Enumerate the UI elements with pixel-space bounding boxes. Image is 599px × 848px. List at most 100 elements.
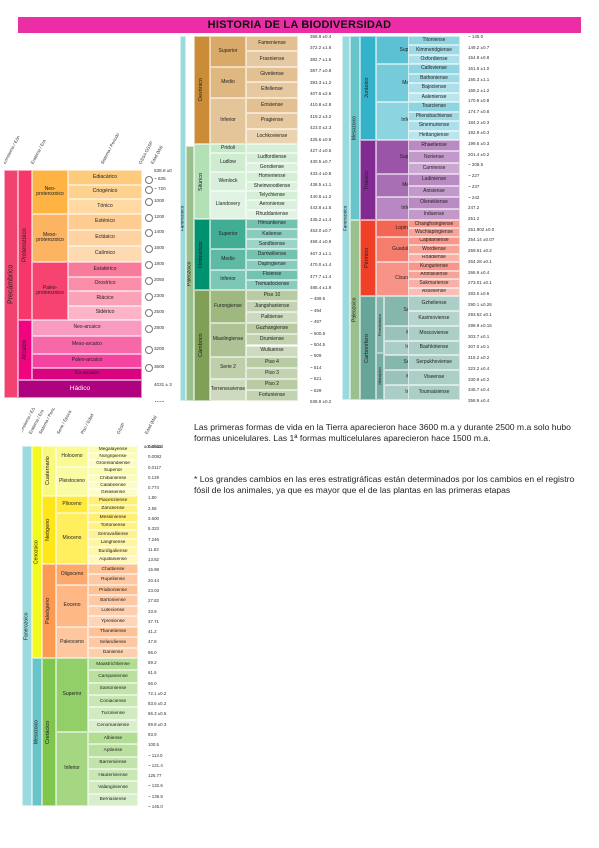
stage-4: Chibaniense bbox=[88, 474, 138, 482]
age-3: 161.5 ±1.0 bbox=[468, 66, 490, 72]
era-mesozoico-label: Mesozoico bbox=[351, 116, 358, 140]
era-paleozoico: Paleozoico bbox=[186, 146, 194, 401]
era-mesozoico: Mesozoico bbox=[32, 658, 42, 806]
age-17: 251.2 bbox=[468, 216, 480, 221]
age-20: 259.51 ±0.2 bbox=[468, 248, 492, 254]
age-17: 37.71 bbox=[148, 618, 159, 624]
stage-15: Chattiense bbox=[88, 564, 138, 575]
stage-29: Moscoviense bbox=[408, 325, 460, 341]
stage-11: Sheinwoodiense bbox=[246, 181, 298, 191]
age-15: 443.8 ±1.5 bbox=[310, 205, 332, 211]
stage-2: Oxfordiense bbox=[408, 54, 460, 65]
stage-10: Tortoniense bbox=[88, 521, 138, 530]
stage-32: Viseense bbox=[408, 370, 460, 386]
age-0: 0.0042 bbox=[148, 444, 162, 449]
stage-21: Tremadociense bbox=[246, 279, 298, 290]
age-10: 427.4 ±0.5 bbox=[310, 148, 332, 154]
stage-21: Wordiense bbox=[408, 245, 460, 254]
age-14: ~ 237 bbox=[468, 183, 480, 189]
stage-23: Jiangshaniense bbox=[246, 301, 298, 313]
age-1: ~ 635 bbox=[154, 175, 166, 181]
age-2: ~ 720 bbox=[154, 185, 166, 191]
period-0-label: Devónico bbox=[198, 78, 205, 102]
stage-29: Cenomaniense bbox=[88, 719, 138, 732]
note-stratigraphic-changes: * Los grandes cambios en las eres estrat… bbox=[194, 474, 575, 496]
period-0: Jurásico bbox=[360, 36, 376, 140]
period-2-label: Paleógeno bbox=[45, 597, 52, 625]
age-0: 538.8 ±0.2 bbox=[154, 168, 172, 173]
period-2-label: Pérmico bbox=[364, 247, 371, 269]
age-11: 430.5 ±0.7 bbox=[310, 159, 332, 165]
precambrian-chart: Eonotema / Eón Eratema / Era Sistema / Per… bbox=[4, 96, 172, 402]
stage-26: Santoniense bbox=[88, 682, 138, 695]
gssp-icon bbox=[145, 185, 153, 194]
age-21: 477.7 ±1.4 bbox=[310, 273, 332, 279]
age-23: 273.01 ±0.1 bbox=[468, 280, 492, 286]
stage-2: Groenlandiense bbox=[88, 460, 138, 468]
eon-precambrico: Precámbrico bbox=[4, 170, 18, 398]
age-10: 2500 bbox=[154, 308, 165, 314]
epoch-1-1: Mioceno bbox=[56, 513, 88, 564]
period-3-label: Carbonífero bbox=[364, 333, 371, 363]
stage-27: Wuliuense bbox=[246, 345, 298, 357]
age-21: 264.28 ±0.1 bbox=[468, 258, 492, 264]
age-29: 307.0 ±0.1 bbox=[468, 344, 490, 350]
stage-18: Changhsingiense bbox=[408, 220, 460, 229]
stage-11: Rhaetiense bbox=[408, 140, 460, 152]
age-13: ~ 227 bbox=[468, 173, 480, 179]
stage-7 bbox=[246, 144, 298, 154]
gssp-icon bbox=[145, 324, 153, 333]
header-2: Sistema / Periodo bbox=[99, 132, 121, 165]
stage-25: Sakmariense bbox=[408, 279, 460, 288]
age-14: 440.8 ±1.2 bbox=[310, 193, 332, 199]
age-12: ~ 208.5 bbox=[468, 162, 484, 168]
age-27: 89.8 ±0.3 bbox=[148, 721, 167, 727]
age-0: 358.9 ±0.4 bbox=[310, 34, 332, 39]
age-31: ~ 529 bbox=[310, 387, 322, 393]
period-1: Silúrico bbox=[194, 144, 210, 219]
age-16: 445.2 ±1.4 bbox=[310, 216, 332, 222]
stage-17: Priaboniense bbox=[88, 584, 138, 596]
header-6: Edad (Ma) bbox=[143, 414, 158, 435]
age-17: 453.0 ±0.7 bbox=[310, 227, 332, 233]
age-14: 4031 ± 3 bbox=[154, 382, 172, 388]
stage-27: Coniaciense bbox=[88, 695, 138, 708]
stage-7: Piacenziense bbox=[88, 496, 138, 505]
stage-19: Dapingiense bbox=[246, 259, 298, 270]
era-1: Meso-proterozoico bbox=[32, 214, 68, 262]
age-31: ~ 121.4 bbox=[148, 762, 163, 768]
age-14: 23.03 bbox=[148, 588, 159, 593]
epoch-1-2: Wenlock bbox=[210, 172, 246, 191]
period-2-label: Ordovícico bbox=[198, 241, 205, 268]
period-0-2: Tónico bbox=[68, 199, 142, 214]
era-mesozoico: Mesozoico bbox=[350, 36, 360, 220]
note-first-life: Las primeras formas de vida en la Tierra… bbox=[194, 422, 571, 444]
epoch-2-0: Oligoceno bbox=[56, 564, 88, 585]
period-0: Devónico bbox=[194, 36, 210, 144]
age-25: 290.1 ±0.26 bbox=[468, 301, 492, 307]
age-20: 470.0 ±1.4 bbox=[310, 262, 332, 268]
stage-0: Titoniense bbox=[408, 36, 460, 46]
epoch-2-2: Paleoceno bbox=[56, 626, 88, 658]
age-9: 2300 bbox=[154, 292, 165, 298]
header-4: Piso / Edad bbox=[79, 412, 95, 435]
stage-3: Calloviense bbox=[408, 64, 460, 74]
stage-31: Fortuniense bbox=[246, 389, 298, 401]
age-3: 387.7 ±0.8 bbox=[310, 68, 332, 74]
period-1-label: Neógeno bbox=[45, 518, 52, 542]
stage-15: Hirnantiense bbox=[246, 219, 298, 230]
stage-6: Aaleniense bbox=[408, 92, 460, 103]
header-1: Eratema / Era bbox=[29, 138, 47, 165]
age-4: 165.3 ±1.1 bbox=[468, 76, 490, 82]
stage-24: Artinskiense bbox=[408, 270, 460, 280]
age-15: 27.82 bbox=[148, 598, 159, 604]
epoch-3-3: Terreneuviense bbox=[210, 378, 246, 401]
header-5: GSSP bbox=[115, 421, 126, 435]
age-2: 154.8 ±0.8 bbox=[468, 55, 490, 61]
stage-12: Telychiense bbox=[246, 190, 298, 201]
stage-18: Darriwiliense bbox=[246, 249, 298, 260]
epoch-0-1: Medio bbox=[210, 66, 246, 98]
header-4: Edad (Ma) bbox=[149, 144, 164, 165]
era-2: Paleo-proterozoico bbox=[32, 262, 68, 320]
eon-arcaico: Arcaico bbox=[18, 320, 32, 380]
